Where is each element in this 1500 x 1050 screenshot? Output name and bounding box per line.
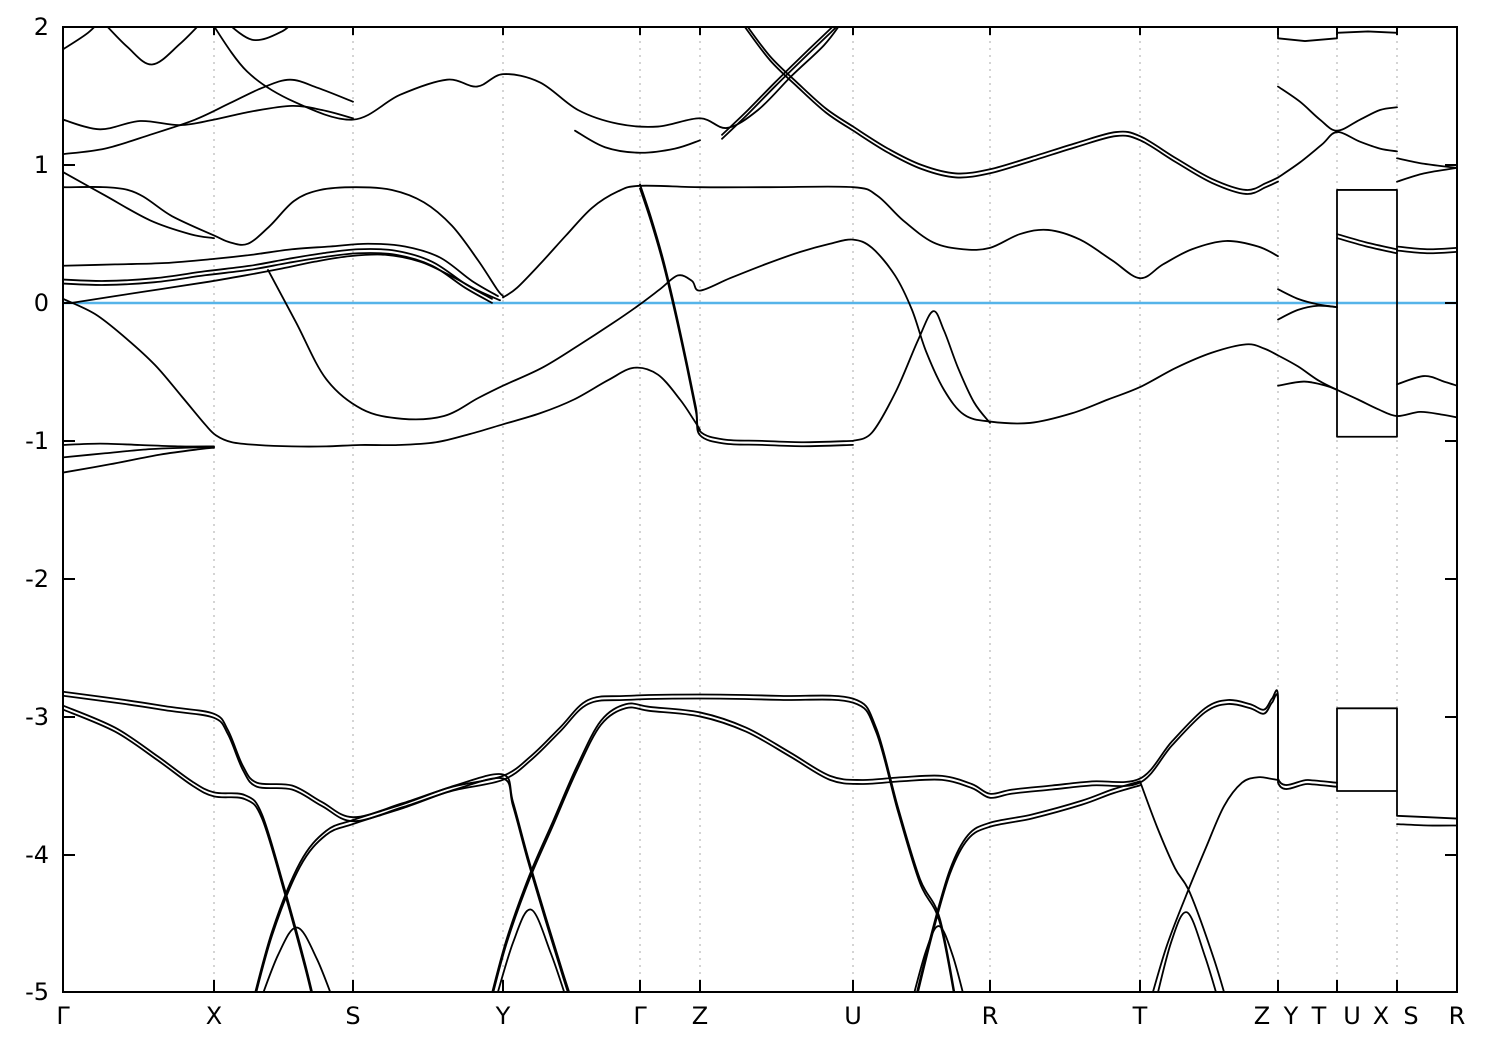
band-curve — [746, 27, 1279, 191]
band-curve — [63, 104, 354, 131]
band-curve — [63, 446, 215, 459]
band-curve — [213, 27, 840, 129]
band-curve — [1396, 167, 1457, 183]
band-curve — [63, 186, 504, 298]
band-curve — [63, 442, 215, 448]
band-curve — [63, 242, 499, 298]
y-axis-labels: 2 1 0 -1 -2 -3 -4 -5 — [25, 13, 49, 1006]
band-curve — [70, 253, 501, 304]
k-point-label: Y — [1283, 1002, 1299, 1030]
band-curve-twin — [1396, 249, 1457, 255]
k-point-label: Y — [495, 1002, 511, 1030]
k-point-label: S — [345, 1002, 360, 1030]
band-curve — [254, 773, 571, 992]
k-point-label: R — [982, 1002, 999, 1030]
band-curve — [1277, 288, 1338, 309]
band-curve — [1396, 245, 1457, 251]
y-tick-label: -5 — [25, 978, 49, 1006]
band-curve — [913, 925, 964, 992]
band-curve — [1396, 790, 1457, 820]
gridlines — [213, 27, 1398, 992]
band-curve — [639, 183, 854, 444]
y-tick-label: -1 — [25, 427, 49, 455]
k-point-label: X — [206, 1002, 222, 1030]
band-curve-twin — [63, 694, 955, 992]
band-curve — [916, 780, 1141, 992]
band-curve — [1396, 823, 1457, 827]
band-curves — [63, 27, 1457, 992]
band-curve-twin — [721, 27, 838, 140]
band-curve — [63, 27, 96, 51]
band-curve — [63, 297, 701, 448]
band-curve — [1336, 707, 1398, 792]
band-curve — [63, 248, 493, 300]
k-point-label: X — [1373, 1002, 1389, 1030]
band-curve — [63, 171, 215, 240]
band-curve-twin — [1336, 237, 1398, 255]
band-curve — [1277, 27, 1338, 42]
band-curve — [1277, 85, 1398, 132]
band-curve — [1396, 375, 1457, 387]
band-curve — [1277, 380, 1338, 391]
band-curve — [230, 27, 290, 42]
k-point-label: Z — [1254, 1002, 1270, 1030]
band-curve-twin — [917, 784, 1141, 992]
y-tick-label: 2 — [34, 13, 49, 41]
k-point-label: U — [844, 1002, 862, 1030]
band-curve — [502, 184, 1279, 299]
band-curve — [574, 129, 701, 154]
band-curve — [1396, 157, 1457, 169]
k-point-label: R — [1449, 1002, 1466, 1030]
k-point-label: Γ — [56, 1002, 70, 1030]
band-curve — [1139, 780, 1225, 992]
y-tick-label: 0 — [34, 289, 49, 317]
k-point-label: Γ — [633, 1002, 647, 1030]
k-point-label: Z — [692, 1002, 708, 1030]
band-curve-twin — [639, 187, 854, 448]
band-curve-twin — [255, 777, 569, 992]
band-curve — [1336, 233, 1398, 251]
k-point-label: S — [1403, 1002, 1418, 1030]
y-tick-label: 1 — [34, 151, 49, 179]
band-curve — [63, 78, 354, 156]
band-curve — [63, 446, 215, 474]
band-curve — [491, 689, 1338, 992]
band-curve — [1277, 131, 1398, 179]
band-curve — [497, 908, 566, 992]
band-curve — [852, 310, 991, 442]
band-curve-twin — [743, 27, 1279, 195]
band-curve — [106, 27, 199, 66]
y-tick-label: -3 — [25, 703, 49, 731]
k-point-label: T — [1311, 1002, 1327, 1030]
band-curve — [63, 704, 314, 992]
k-point-label: T — [1132, 1002, 1148, 1030]
band-curve-twin — [63, 708, 313, 992]
band-curve-twin — [492, 693, 1338, 992]
k-point-label: U — [1343, 1002, 1361, 1030]
band-curve — [267, 238, 1457, 425]
band-curve — [262, 926, 332, 992]
band-curve — [1277, 304, 1338, 321]
band-curve — [1157, 911, 1217, 992]
band-curve — [721, 27, 834, 136]
y-tick-label: -2 — [25, 565, 49, 593]
band-curve — [1152, 776, 1279, 992]
axis-ticks — [62, 26, 1458, 993]
band-curve — [1336, 189, 1398, 438]
y-tick-label: -4 — [25, 841, 49, 869]
plot-border — [62, 26, 1458, 993]
band-curve — [63, 690, 956, 992]
band-curve — [1336, 27, 1398, 34]
